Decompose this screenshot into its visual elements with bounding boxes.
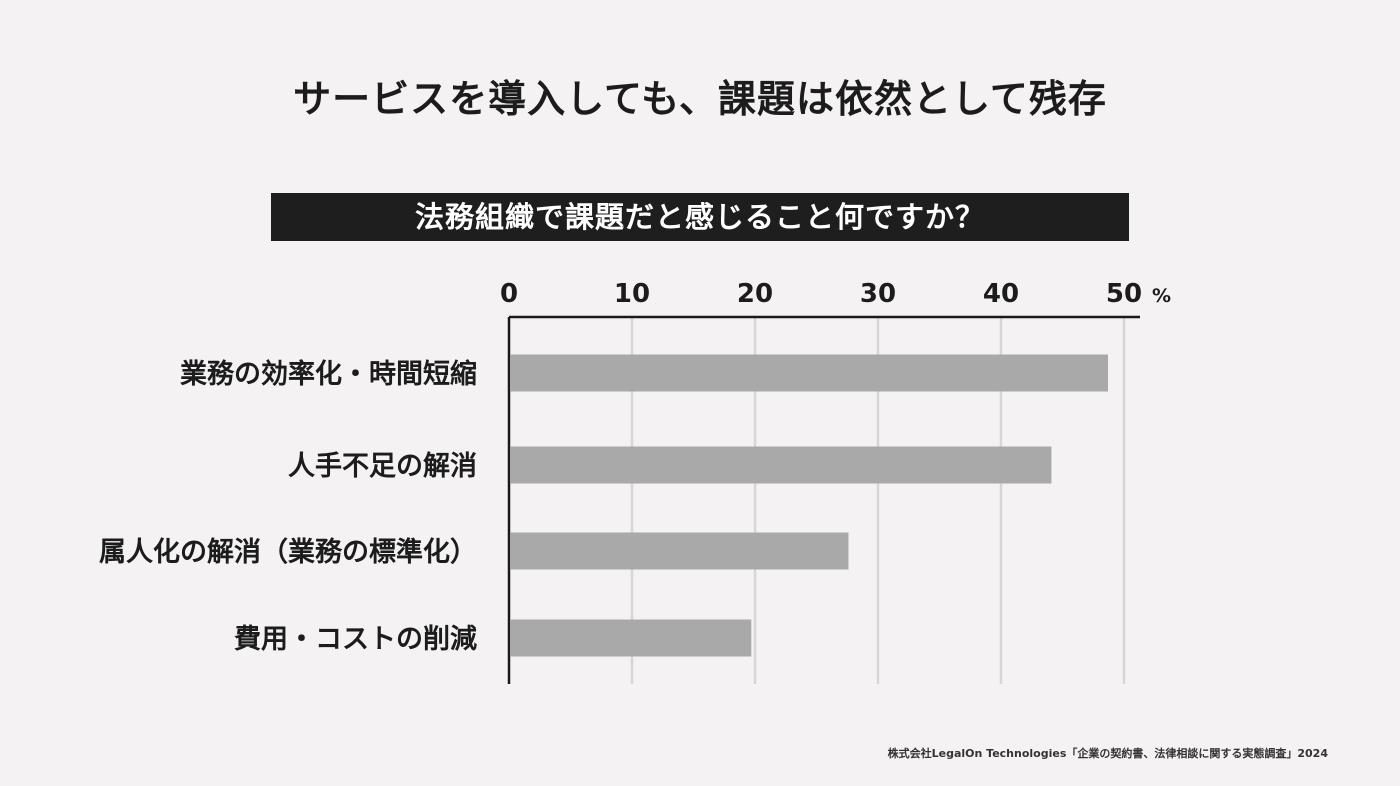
x-tick-label: 20	[737, 279, 773, 309]
bar	[510, 446, 1052, 484]
question-banner: 法務組織で課題だと感じること何ですか？	[271, 193, 1129, 241]
bar	[510, 532, 849, 570]
page-title: サービスを導入しても、課題は依然として残存	[293, 77, 1107, 121]
x-tick-label: 30	[860, 279, 896, 309]
x-tick-label: 50	[1106, 279, 1142, 309]
source-note: 株式会社LegalOn Technologies「企業の契約書、法律相談に関する…	[887, 747, 1328, 760]
bar	[510, 619, 752, 657]
category-label: 人手不足の解消	[288, 451, 477, 482]
category-label: 業務の効率化・時間短縮	[180, 358, 477, 390]
x-tick-label: 10	[614, 279, 650, 309]
x-tick-label: 0	[500, 279, 518, 309]
category-label: 属人化の解消（業務の標準化）	[99, 536, 477, 568]
x-tick-label: 40	[983, 279, 1019, 309]
bar	[510, 354, 1109, 392]
category-label: 費用・コストの削減	[234, 624, 477, 655]
x-unit-label: %	[1152, 285, 1171, 307]
